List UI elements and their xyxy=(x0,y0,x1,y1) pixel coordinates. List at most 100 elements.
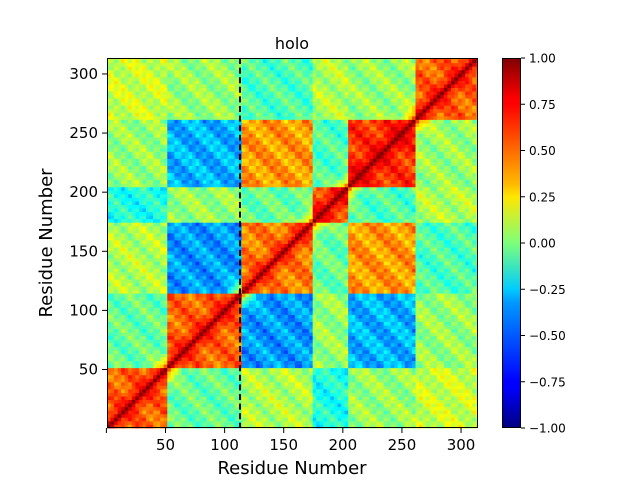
heatmap-cell xyxy=(163,236,168,241)
heatmap-cell xyxy=(213,371,218,376)
heatmap-cell xyxy=(107,162,111,166)
heatmap-cell xyxy=(114,325,119,330)
heatmap-cell xyxy=(216,218,221,223)
heatmap-cell xyxy=(234,254,239,259)
heatmap-cell xyxy=(117,162,122,166)
heatmap-cell xyxy=(153,310,158,315)
heatmap-cell xyxy=(206,332,211,337)
heatmap-cell xyxy=(202,73,207,78)
heatmap-cell xyxy=(266,303,271,308)
heatmap-cell xyxy=(263,367,267,372)
heatmap-cell xyxy=(110,279,115,283)
heatmap-cell xyxy=(185,183,189,188)
heatmap-cell xyxy=(199,236,204,241)
heatmap-cell xyxy=(174,62,179,67)
heatmap-cell xyxy=(124,413,129,418)
heatmap-cell xyxy=(231,130,236,135)
heatmap-cell xyxy=(167,303,172,308)
heatmap-cell xyxy=(177,94,182,99)
heatmap-cell xyxy=(270,197,275,202)
heatmap-cell xyxy=(146,310,150,315)
heatmap-cell xyxy=(156,346,161,351)
heatmap-cell xyxy=(273,243,278,248)
heatmap-cell xyxy=(114,289,119,294)
heatmap-cell xyxy=(270,130,275,135)
heatmap-cell xyxy=(206,98,211,103)
heatmap-cell xyxy=(163,119,168,124)
heatmap-cell xyxy=(170,275,175,280)
heatmap-cell xyxy=(174,275,179,280)
heatmap-cell xyxy=(216,137,221,142)
heatmap-cell xyxy=(241,87,246,92)
heatmap-cell xyxy=(188,296,193,301)
heatmap-cell xyxy=(114,364,119,369)
heatmap-cell xyxy=(163,144,168,149)
heatmap-cell xyxy=(270,94,275,99)
heatmap-cell xyxy=(110,268,115,273)
heatmap-cell xyxy=(202,307,207,312)
heatmap-cell xyxy=(149,332,154,337)
heatmap-cell xyxy=(252,353,257,358)
heatmap-cell xyxy=(121,357,126,362)
heatmap-cell xyxy=(138,151,143,156)
heatmap-cell xyxy=(128,183,133,188)
heatmap-cell xyxy=(188,151,193,156)
heatmap-cell xyxy=(163,264,168,269)
heatmap-cell xyxy=(110,300,115,305)
heatmap-cell xyxy=(192,321,197,326)
heatmap-cell xyxy=(224,87,228,92)
heatmap-cell xyxy=(195,232,200,237)
heatmap-cell xyxy=(170,204,175,209)
heatmap-cell xyxy=(273,388,278,393)
heatmap-cell xyxy=(213,410,218,415)
heatmap-cell xyxy=(170,321,175,326)
heatmap-cell xyxy=(170,66,175,71)
heatmap-cell xyxy=(174,76,179,81)
heatmap-cell xyxy=(121,318,126,323)
heatmap-cell xyxy=(153,73,158,78)
heatmap-cell xyxy=(185,303,189,308)
heatmap-cell xyxy=(248,201,253,205)
heatmap-cell xyxy=(266,84,271,88)
heatmap-cell xyxy=(153,215,158,220)
heatmap-cell xyxy=(255,417,260,422)
heatmap-cell xyxy=(202,300,207,305)
heatmap-cell xyxy=(241,169,246,174)
heatmap-cell xyxy=(185,91,189,96)
heatmap-cell xyxy=(124,119,129,124)
heatmap-cell xyxy=(259,98,264,103)
heatmap-cell xyxy=(248,204,253,209)
heatmap-cell xyxy=(185,158,189,163)
heatmap-cell xyxy=(156,101,161,106)
heatmap-cell xyxy=(216,243,221,248)
heatmap-cell xyxy=(138,59,143,64)
heatmap-cell xyxy=(192,318,197,323)
heatmap-cell xyxy=(259,257,264,262)
heatmap-cell xyxy=(259,413,264,418)
heatmap-cell xyxy=(114,165,119,170)
heatmap-cell xyxy=(248,420,253,425)
heatmap-cell xyxy=(124,254,129,259)
heatmap-cell xyxy=(206,364,211,369)
heatmap-cell xyxy=(153,388,158,393)
heatmap-cell xyxy=(227,215,232,220)
heatmap-cell xyxy=(114,279,119,283)
heatmap-cell xyxy=(206,335,211,340)
heatmap-cell xyxy=(241,179,246,184)
heatmap-cell xyxy=(259,275,264,280)
heatmap-cell xyxy=(170,371,175,376)
heatmap-cell xyxy=(153,321,158,326)
heatmap-cell xyxy=(273,275,278,280)
heatmap-cell xyxy=(206,360,211,365)
heatmap-cell xyxy=(252,87,257,92)
heatmap-cell xyxy=(213,165,218,170)
heatmap-cell xyxy=(114,147,119,152)
heatmap-cell xyxy=(224,176,228,181)
heatmap-cell xyxy=(199,211,204,216)
heatmap-cell xyxy=(146,62,150,67)
heatmap-cell xyxy=(181,98,186,103)
heatmap-cell xyxy=(128,424,133,429)
heatmap-cell xyxy=(213,250,218,255)
heatmap-cell xyxy=(177,73,182,78)
heatmap-cell xyxy=(185,403,189,408)
